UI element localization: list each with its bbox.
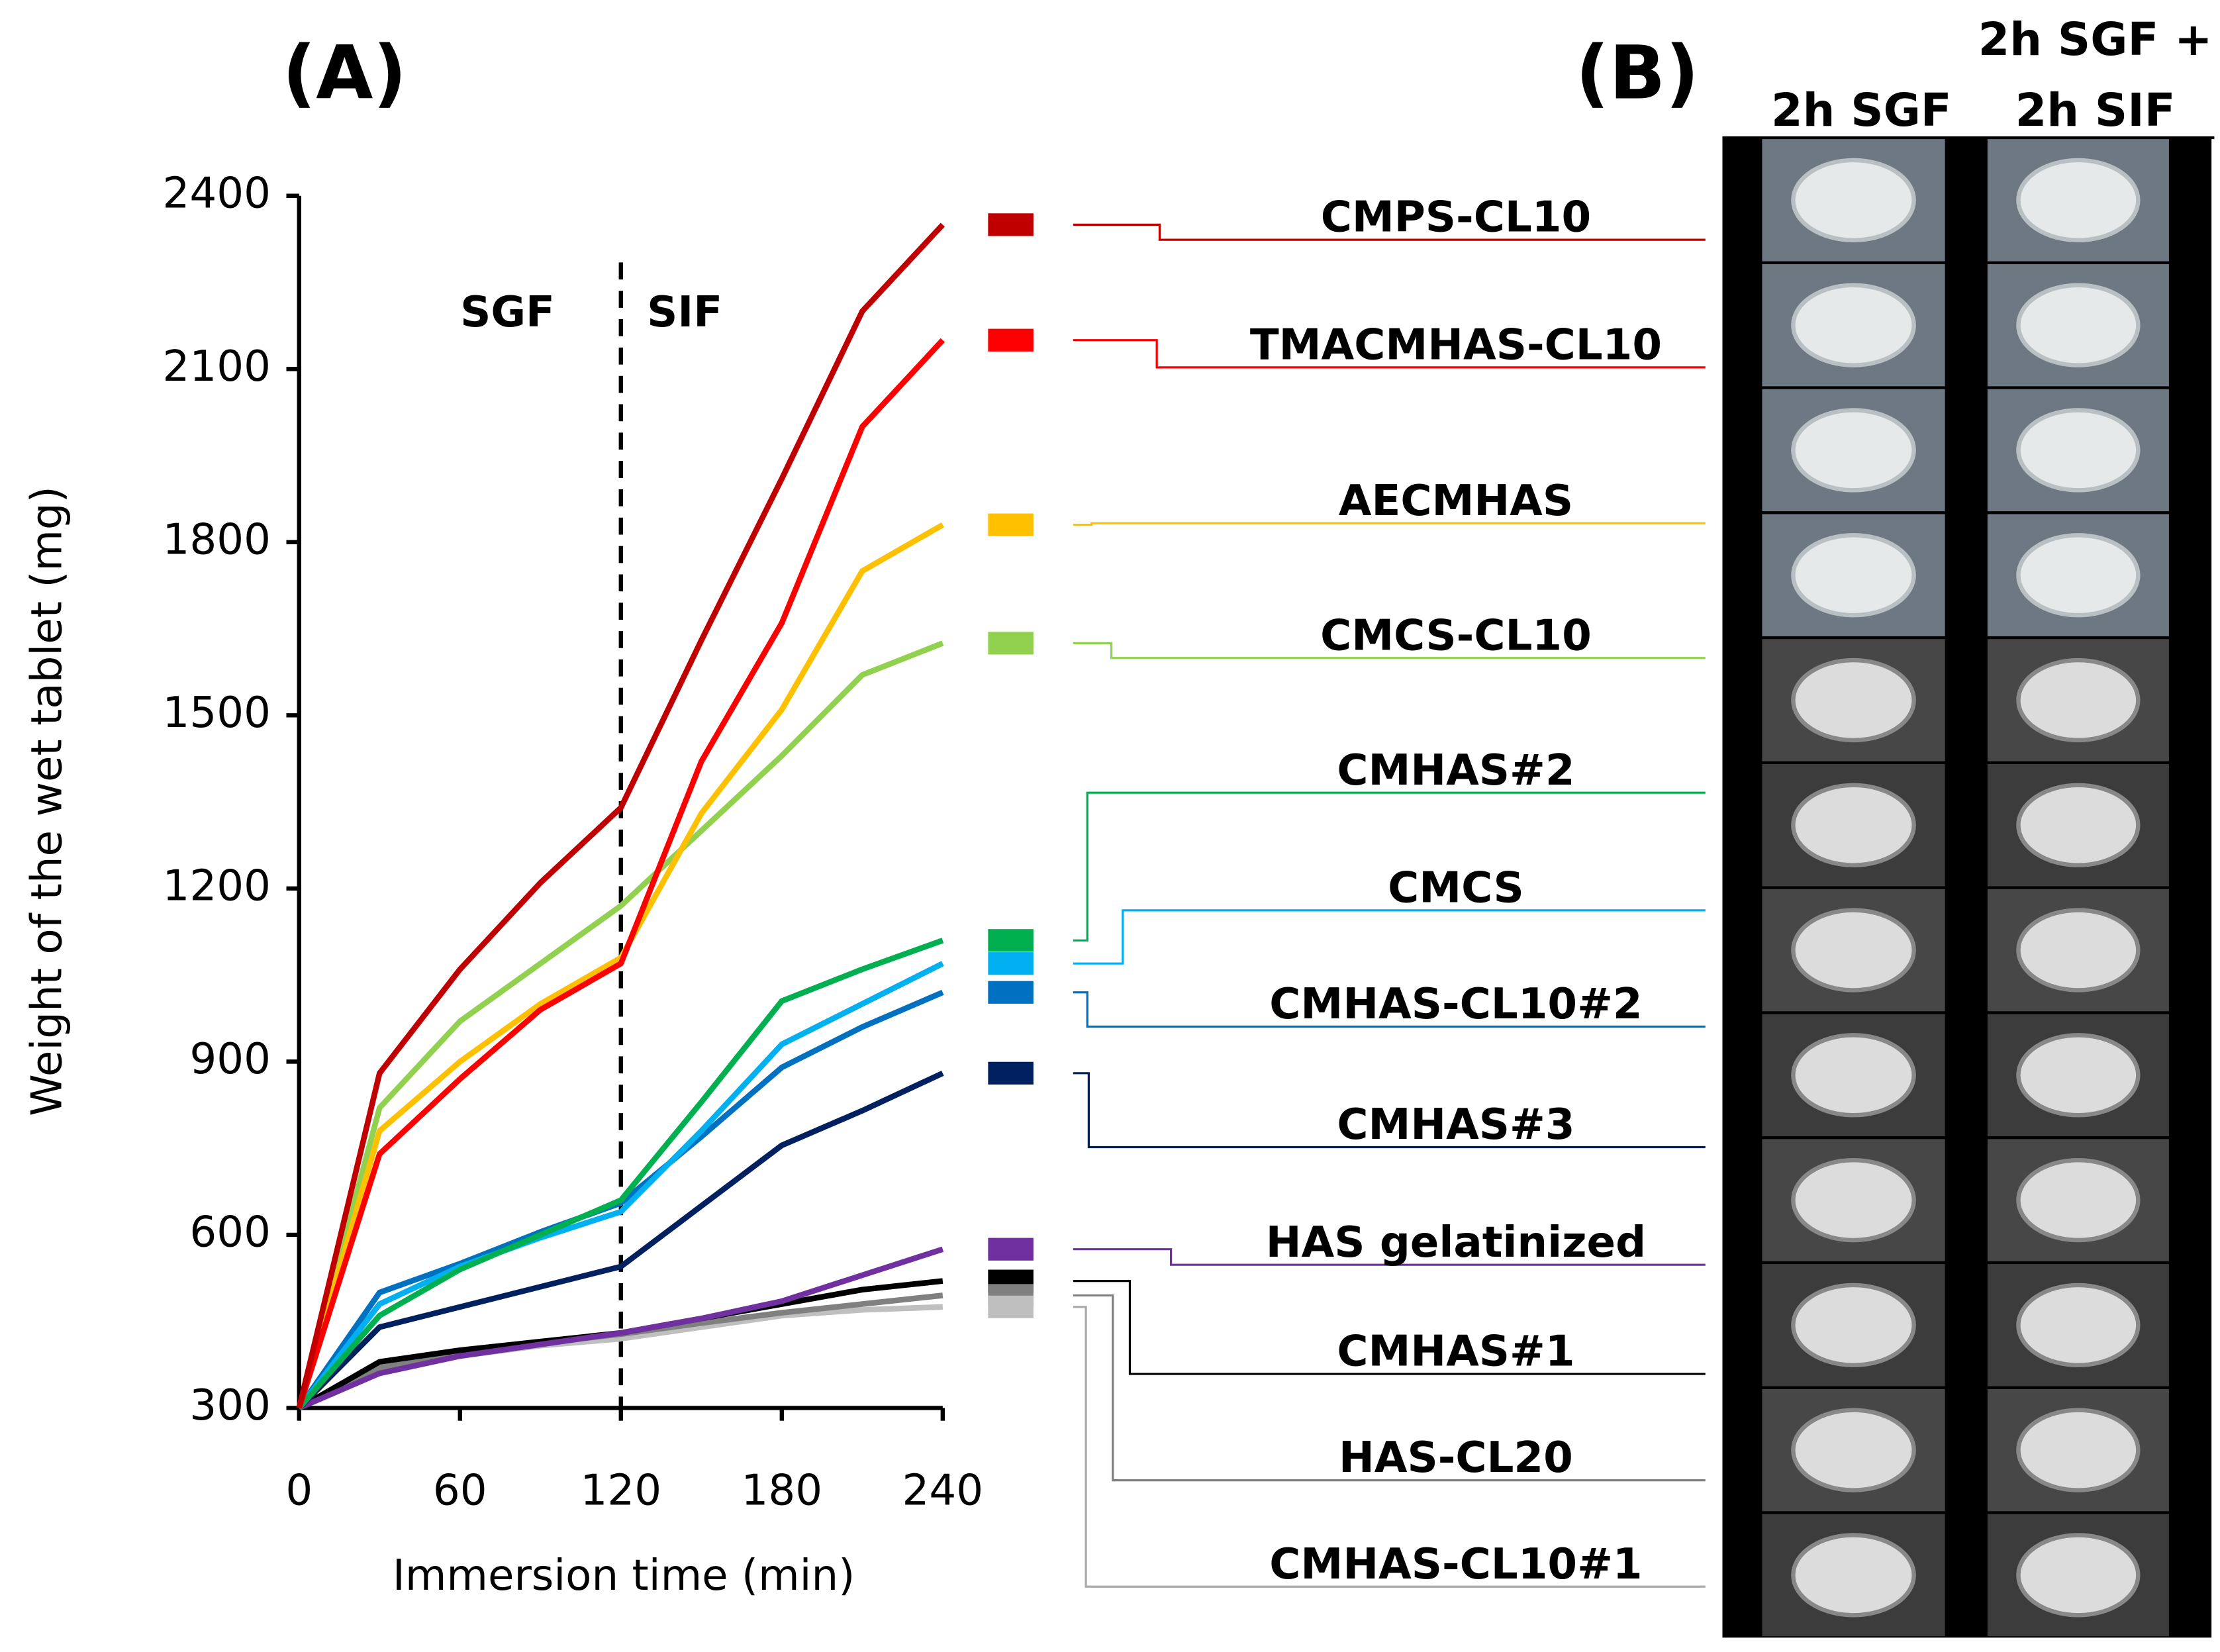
tablet — [2016, 533, 2141, 618]
tablet — [2016, 1033, 2141, 1118]
legend-label: HAS gelatinized — [1266, 1218, 1646, 1267]
y-tick-label: 600 — [189, 1207, 271, 1257]
series-line — [297, 1070, 944, 1410]
x-tick-label: 0 — [285, 1465, 313, 1515]
y-tick-label: 2100 — [163, 342, 271, 391]
y-tick-label: 900 — [189, 1034, 271, 1084]
panel-a-title: (A) — [282, 30, 407, 116]
legend-swatch — [988, 328, 1034, 352]
legend-connector — [1073, 1072, 1706, 1149]
tablet — [1791, 1283, 1916, 1367]
plot: 300 600 900 1200 1500 1800 2100 2400 0 60 120 180 24… — [163, 168, 1706, 1589]
x-tick-label: 120 — [581, 1465, 662, 1515]
legend-connector — [1073, 991, 1706, 1028]
series-line — [296, 338, 945, 1409]
tablet — [1791, 1033, 1916, 1118]
legend-swatch — [988, 1061, 1034, 1085]
tablet — [1791, 283, 1916, 367]
legend-label: CMCS-CL10 — [1320, 610, 1592, 660]
panel-b-title: (B) — [1576, 30, 1700, 116]
tablet — [1791, 1533, 1916, 1618]
legend-label: TMACMHAS-CL10 — [1250, 320, 1662, 369]
photos — [1762, 139, 2169, 1637]
legend-swatch — [988, 213, 1034, 236]
y-axis-label: Weight of the wet tablet (mg) — [23, 486, 72, 1116]
x-axis-label: Immersion time (min) — [393, 1551, 855, 1600]
tablet — [1791, 158, 1916, 242]
legend-label: CMHAS#1 — [1337, 1327, 1574, 1377]
y-tick-label: 300 — [189, 1381, 271, 1430]
tablet — [2016, 908, 2141, 993]
legend-label: CMHAS#3 — [1337, 1100, 1574, 1149]
legend-connector — [1073, 1280, 1706, 1375]
tablet — [2016, 1283, 2141, 1367]
y-tick-label: 1500 — [163, 688, 271, 738]
y-tick-label: 1200 — [163, 861, 271, 910]
tablet — [1791, 908, 1916, 993]
legend-swatch — [988, 981, 1034, 1004]
legend-swatch — [988, 1295, 1034, 1319]
legend-label: CMHAS#2 — [1337, 746, 1574, 795]
series-line — [298, 1246, 944, 1411]
x-tick-label: 240 — [902, 1465, 984, 1515]
legend-swatch — [988, 632, 1034, 655]
legend-label: CMPS-CL10 — [1321, 193, 1591, 242]
tablet — [2016, 1157, 2141, 1243]
tablet — [2016, 408, 2141, 493]
y-tick-label: 1800 — [163, 514, 271, 564]
legend-swatch — [988, 952, 1034, 975]
tablet — [1791, 783, 1916, 867]
legend-label: CMCS — [1388, 863, 1524, 912]
y-tick-label: 2400 — [163, 168, 271, 218]
sgf-annotation: SGF — [460, 287, 555, 337]
tablet — [1791, 1408, 1916, 1492]
legend-connector — [1073, 522, 1706, 526]
tablet — [2016, 158, 2141, 242]
tablet — [1791, 1157, 1916, 1243]
legend-connector — [1073, 339, 1706, 369]
series-line — [296, 640, 944, 1409]
legend-connector — [1073, 1294, 1706, 1482]
x-tick-label: 60 — [433, 1465, 487, 1515]
column-header: 2h SIF — [2015, 84, 2176, 137]
legend-swatch — [988, 513, 1034, 536]
tablet — [2016, 1533, 2141, 1618]
tablet — [2016, 1408, 2141, 1492]
series-line — [297, 938, 944, 1410]
series-line — [297, 961, 944, 1410]
legend-label: AECMHAS — [1339, 476, 1573, 526]
tablet — [1791, 657, 1916, 743]
legend-label: HAS-CL20 — [1339, 1433, 1573, 1482]
legend-connector — [1073, 1248, 1706, 1266]
tablet — [2016, 657, 2141, 743]
legend-connector — [1073, 223, 1706, 241]
legend-connector — [1073, 909, 1706, 965]
tablet — [2016, 283, 2141, 367]
legend-swatch — [988, 1238, 1034, 1261]
column-header: 2h SGF + — [1978, 13, 2213, 66]
photo-panel — [1722, 137, 2212, 1638]
x-tick-label: 180 — [742, 1465, 823, 1515]
sif-annotation: SIF — [647, 287, 722, 337]
tablet — [1791, 533, 1916, 618]
tablet — [1791, 408, 1916, 493]
legend-connector — [1073, 791, 1706, 942]
legend-label: CMHAS-CL10#2 — [1269, 979, 1642, 1029]
tablet — [2016, 783, 2141, 867]
legend-swatch — [988, 929, 1034, 952]
legend-label: CMHAS-CL10#1 — [1269, 1539, 1642, 1589]
legend-connector — [1073, 1306, 1706, 1588]
legend-connector — [1073, 642, 1706, 659]
column-header: 2h SGF — [1771, 84, 1952, 137]
series-line — [296, 222, 945, 1409]
